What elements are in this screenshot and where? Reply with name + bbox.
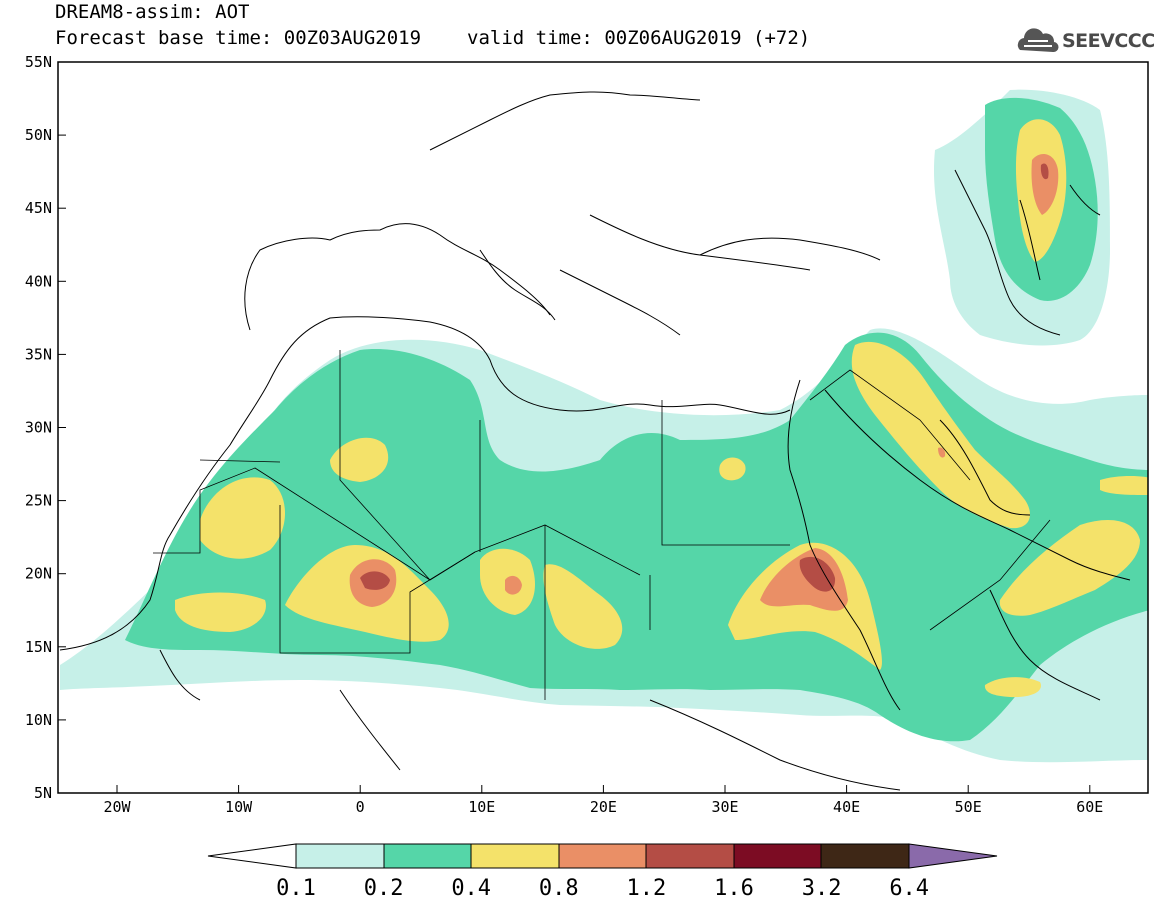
colorbar-label: 6.4 — [889, 876, 929, 901]
colorbar-label: 0.4 — [451, 876, 491, 901]
aot-band-0.4 — [175, 119, 1148, 698]
colorbar-label: 1.6 — [714, 876, 754, 901]
colorbar-swatch-4 — [558, 843, 647, 869]
lon-label: 50E — [955, 798, 982, 816]
lat-labels: 55N 50N 45N 40N 35N 30N 25N 20N 15N 10N 5N — [25, 53, 52, 802]
lat-label: 25N — [25, 492, 52, 510]
colorbar-label: 1.2 — [627, 876, 667, 901]
logo-text: SEEVCCC — [1062, 30, 1155, 52]
lat-label: 20N — [25, 565, 52, 583]
colorbar-swatch-5 — [645, 843, 735, 869]
lon-label: 40E — [833, 798, 860, 816]
colorbar-label: 3.2 — [802, 876, 842, 901]
lon-label: 0 — [356, 798, 365, 816]
lon-label: 20W — [103, 798, 131, 816]
colorbar: 0.1 0.2 0.4 0.8 1.2 1.6 3.2 6.4 — [207, 843, 998, 901]
colorbar-labels: 0.1 0.2 0.4 0.8 1.2 1.6 3.2 6.4 — [276, 876, 929, 901]
colorbar-swatch-3 — [470, 843, 560, 869]
lat-label: 55N — [25, 53, 52, 71]
lat-label: 40N — [25, 272, 52, 290]
lat-label: 45N — [25, 199, 52, 217]
colorbar-swatch-6 — [733, 843, 822, 869]
lat-label: 30N — [25, 419, 52, 437]
lon-label: 60E — [1076, 798, 1103, 816]
colorbar-swatch-2 — [383, 843, 472, 869]
lon-label: 10E — [468, 798, 495, 816]
aot-band-1.2 — [360, 163, 1049, 592]
country-borders — [153, 350, 1051, 700]
dust-field — [60, 89, 1148, 763]
lon-label: 30E — [711, 798, 738, 816]
lon-label: 10W — [225, 798, 253, 816]
coastlines — [59, 91, 1131, 791]
axis-ticks — [58, 61, 1091, 794]
colorbar-label: 0.8 — [539, 876, 579, 901]
time-info: Forecast base time: 00Z03AUG2019 valid ti… — [55, 28, 810, 48]
aot-band-0.8 — [349, 154, 1059, 611]
lon-labels: 20W 10W 0 10E 20E 30E 40E 50E 60E — [103, 798, 1103, 816]
lat-label: 10N — [25, 711, 52, 729]
base-time-label: Forecast base time: 00Z03AUG2019 — [55, 27, 422, 49]
map-title: DREAM8-assim: AOT — [55, 1, 250, 23]
valid-time-label: valid time: 00Z06AUG2019 (+72) — [467, 27, 811, 49]
lat-label: 5N — [34, 784, 52, 802]
colorbar-swatch-1 — [295, 843, 385, 869]
lon-label: 20E — [590, 798, 617, 816]
lat-label: 50N — [25, 126, 52, 144]
colorbar-under-triangle — [207, 843, 297, 869]
colorbar-swatch-7 — [820, 843, 910, 869]
lat-label: 15N — [25, 638, 52, 656]
colorbar-label: 0.2 — [364, 876, 404, 901]
colorbar-over-triangle — [908, 843, 998, 869]
cloud-icon — [1017, 28, 1059, 53]
lat-label: 35N — [25, 345, 52, 363]
colorbar-label: 0.1 — [276, 876, 316, 901]
